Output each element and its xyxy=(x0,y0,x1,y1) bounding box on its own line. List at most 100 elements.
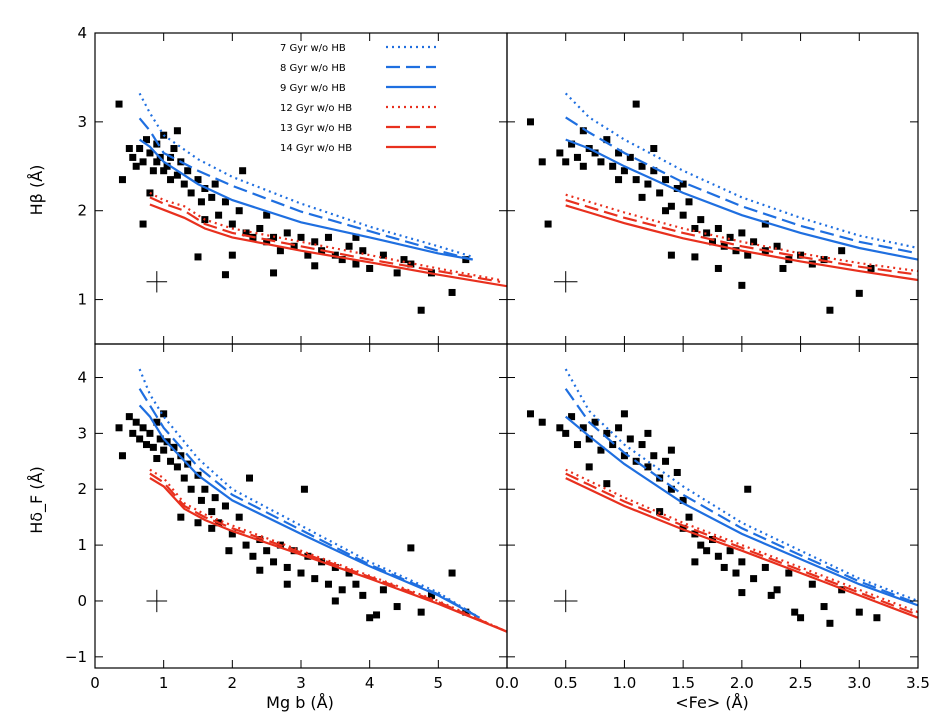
data-point xyxy=(177,513,185,521)
data-point xyxy=(855,289,863,297)
ylabel-top: Hβ (Å) xyxy=(27,165,46,216)
x-tick-label: 0.0 xyxy=(495,674,519,692)
data-point xyxy=(173,127,181,135)
x-tick-label: 5 xyxy=(434,674,444,692)
legend-label: 14 Gyr w/o HB xyxy=(280,143,352,154)
panel-frame xyxy=(94,343,508,669)
data-point xyxy=(609,162,617,170)
legend-label: 9 Gyr w/o HB xyxy=(280,83,346,94)
data-point xyxy=(526,118,534,126)
data-point xyxy=(366,614,374,622)
data-point xyxy=(132,418,140,426)
data-point xyxy=(603,480,611,488)
data-point xyxy=(283,563,291,571)
data-point xyxy=(263,238,271,246)
data-point xyxy=(632,176,640,184)
data-point xyxy=(427,591,435,599)
data-point xyxy=(738,281,746,289)
y-tick-label: 1 xyxy=(77,536,87,554)
x-tick-label: 0 xyxy=(90,674,100,692)
data-point xyxy=(644,180,652,188)
data-point xyxy=(143,136,150,144)
data-point xyxy=(125,145,133,153)
data-point xyxy=(750,238,758,246)
model-line-8-gyr-wo-hb xyxy=(564,388,918,605)
data-point xyxy=(256,224,264,232)
data-point xyxy=(208,524,216,532)
data-point xyxy=(160,167,168,175)
data-point xyxy=(304,251,312,259)
model-line-12-gyr-wo-hb xyxy=(565,193,918,273)
data-point xyxy=(311,575,319,583)
data-point xyxy=(156,435,164,443)
data-point xyxy=(228,220,236,228)
data-point xyxy=(246,474,253,482)
data-point xyxy=(462,608,470,616)
data-point xyxy=(638,441,646,449)
model-line-14-gyr-wo-hb xyxy=(149,203,507,288)
data-point xyxy=(297,233,305,241)
data-point xyxy=(153,418,161,426)
data-point xyxy=(146,429,154,437)
x-tick-label: 4 xyxy=(365,674,375,692)
data-point xyxy=(579,162,587,170)
data-point xyxy=(276,247,284,255)
data-point xyxy=(662,207,670,215)
data-point xyxy=(568,140,576,148)
data-point xyxy=(115,424,123,432)
legend-label: 13 Gyr w/o HB xyxy=(280,123,352,134)
data-point xyxy=(761,563,769,571)
data-point xyxy=(615,149,623,157)
data-point xyxy=(139,220,147,228)
data-point xyxy=(242,229,250,237)
x-tick-label: 1.0 xyxy=(612,674,636,692)
data-point xyxy=(297,569,305,577)
legend: 7 Gyr w/o HB 8 Gyr w/o HB 9 Gyr w/o HB 12 G… xyxy=(280,43,436,154)
panel-frame xyxy=(506,32,919,345)
data-point xyxy=(597,158,605,166)
data-point xyxy=(626,153,634,161)
data-point xyxy=(673,185,681,192)
data-point xyxy=(225,547,233,555)
y-tick-label: 4 xyxy=(77,24,87,42)
y-tick-label: −1 xyxy=(65,648,87,666)
data-point xyxy=(352,260,360,268)
data-point xyxy=(417,306,425,314)
model-line-13-gyr-wo-hb xyxy=(565,472,918,616)
x-tick-label: 2.0 xyxy=(730,674,754,692)
data-point xyxy=(556,424,564,432)
data-point xyxy=(129,429,137,437)
data-point xyxy=(632,100,640,108)
legend-label: 8 Gyr w/o HB xyxy=(280,63,346,74)
data-point xyxy=(620,410,628,418)
data-point xyxy=(160,446,168,454)
data-point xyxy=(417,608,425,616)
data-point xyxy=(744,251,752,259)
panel-1 xyxy=(526,92,918,314)
y-tick-label: 2 xyxy=(77,480,87,498)
data-point xyxy=(797,614,805,622)
data-point xyxy=(393,269,401,277)
model-line-14-gyr-wo-hb xyxy=(565,477,918,619)
data-point xyxy=(615,424,623,432)
data-point xyxy=(270,558,278,566)
data-point xyxy=(573,441,581,449)
x-tick-label: 1 xyxy=(159,674,169,692)
x-tick-label: 3.5 xyxy=(906,674,930,692)
data-point xyxy=(650,145,658,153)
data-point xyxy=(228,530,236,538)
data-point xyxy=(407,544,415,552)
model-line-9-gyr-wo-hb xyxy=(138,138,473,261)
data-point xyxy=(691,253,699,261)
model-line-7-gyr-wo-hb xyxy=(564,92,918,250)
data-point xyxy=(324,580,332,588)
panel-3 xyxy=(526,368,918,627)
data-point xyxy=(221,271,229,279)
data-point xyxy=(379,586,387,594)
data-point xyxy=(720,563,728,571)
data-point xyxy=(808,580,816,588)
x-tick-label: 1.5 xyxy=(671,674,695,692)
data-point xyxy=(379,251,387,259)
x-tick-label: 0.5 xyxy=(554,674,578,692)
